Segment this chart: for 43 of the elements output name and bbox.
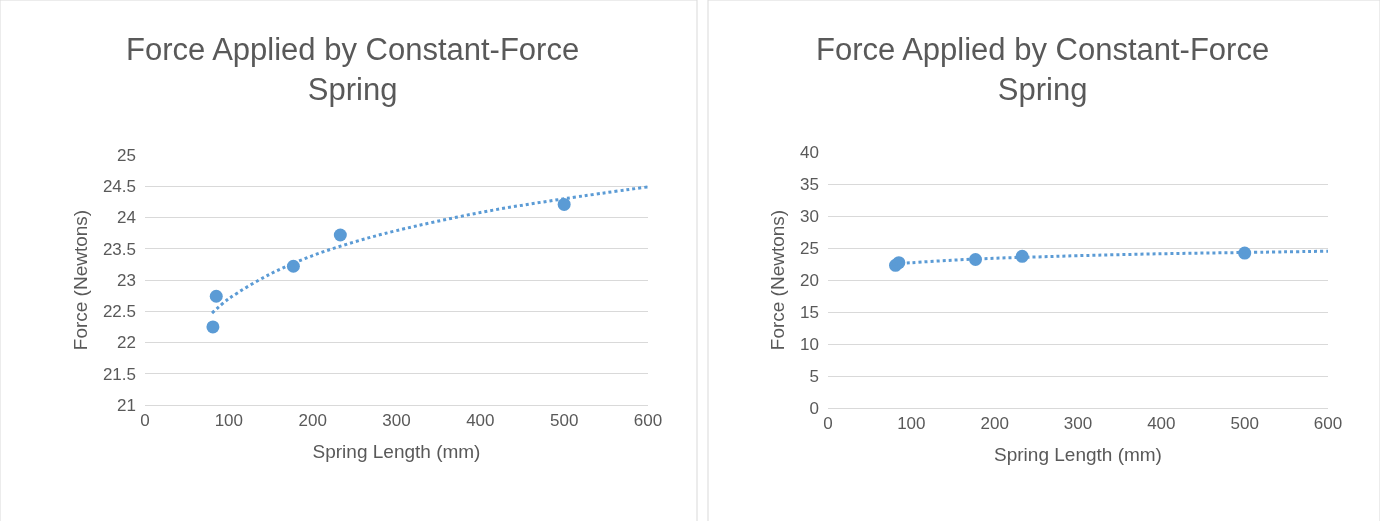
y-tick-label: 23.5 xyxy=(102,239,136,259)
x-tick-label: 0 xyxy=(140,411,150,431)
y-axis-title: Force (Newtons) xyxy=(766,209,788,351)
chart-title: Force Applied by Constant-Force Spring xyxy=(816,32,1270,108)
y-tick-label: 35 xyxy=(800,174,819,194)
point xyxy=(206,320,220,334)
y-tick-label: 21.5 xyxy=(102,364,136,384)
y-tick-label: 25 xyxy=(117,145,136,165)
y-axis-title: Force (Newtons) xyxy=(69,209,91,351)
y-tick-label: 5 xyxy=(809,366,819,386)
y-tick-label: 22 xyxy=(117,333,136,353)
x-tick-label: 400 xyxy=(1147,414,1176,434)
point xyxy=(333,228,347,242)
x-tick-label: 0 xyxy=(823,414,833,434)
y-tick-label: 30 xyxy=(800,206,819,226)
y-tick-label: 40 xyxy=(800,142,819,162)
x-tick-label: 300 xyxy=(382,411,411,431)
y-tick-label: 15 xyxy=(800,302,819,322)
x-tick-label: 200 xyxy=(980,414,1009,434)
y-tick-label: 23 xyxy=(117,270,136,290)
x-tick-label: 500 xyxy=(1230,414,1259,434)
chart-title: Force Applied by Constant-Force Spring xyxy=(126,32,580,108)
x-tick-label: 400 xyxy=(466,411,495,431)
y-tick-label: 10 xyxy=(800,334,819,354)
line-series xyxy=(210,185,648,315)
y-tick-label: 22.5 xyxy=(102,302,136,322)
point xyxy=(557,197,571,211)
x-tick-label: 600 xyxy=(633,411,663,431)
y-tick-label: 0 xyxy=(809,398,819,418)
y-tick-label: 20 xyxy=(800,270,819,290)
point xyxy=(209,289,223,303)
x-axis-title: Spring Length (mm) xyxy=(994,444,1162,466)
x-axis-title: Spring Length (mm) xyxy=(312,441,481,463)
y-tick-label: 25 xyxy=(800,238,819,258)
x-tick-label: 100 xyxy=(897,414,926,434)
x-tick-label: 200 xyxy=(298,411,327,431)
x-tick-label: 500 xyxy=(549,411,579,431)
y-tick-label: 24 xyxy=(117,208,136,228)
x-tick-label: 100 xyxy=(214,411,244,431)
x-tick-label: 300 xyxy=(1063,414,1093,434)
y-tick-label: 21 xyxy=(117,395,136,415)
x-tick-label: 600 xyxy=(1313,414,1343,434)
y-tick-label: 24.5 xyxy=(102,177,136,197)
